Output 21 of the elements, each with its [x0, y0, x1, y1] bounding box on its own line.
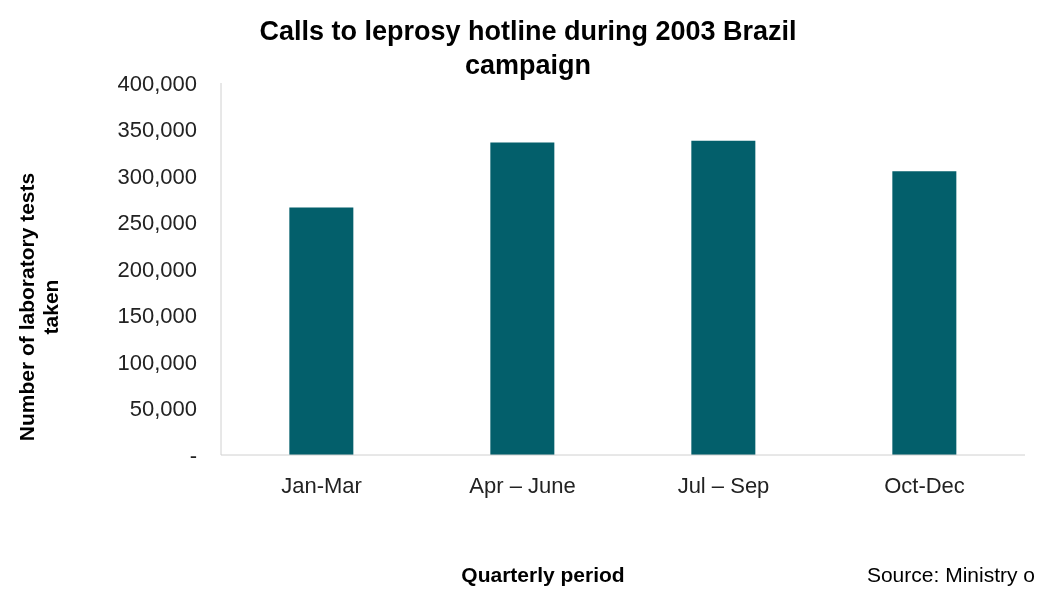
y-tick-label: 150,000: [117, 303, 197, 329]
y-tick-label: 250,000: [117, 210, 197, 236]
y-tick-label: 100,000: [117, 349, 197, 375]
bar: [691, 140, 756, 455]
x-axis-title: Quarterly period: [460, 563, 626, 587]
y-tick-label: -: [189, 442, 197, 468]
x-tick-label: Apr – June: [469, 472, 576, 498]
bar: [289, 207, 354, 455]
y-tick-label: 350,000: [117, 117, 197, 143]
x-tick-label: Jan-Mar: [281, 472, 362, 498]
y-axis-title: Number of laboratory tests taken: [15, 171, 63, 444]
source-note: Source: Ministry o: [866, 563, 1035, 587]
chart-title: Calls to leprosy hotline during 2003 Brazil campaign: [258, 15, 798, 82]
x-tick-label: Jul – Sep: [677, 472, 770, 498]
y-tick-label: 200,000: [117, 256, 197, 282]
bar: [892, 171, 957, 455]
y-tick-label: 400,000: [117, 70, 197, 96]
bar: [490, 142, 555, 455]
y-tick-label: 300,000: [117, 163, 197, 189]
x-tick-label: Oct-Dec: [884, 472, 965, 498]
y-tick-label: 50,000: [129, 396, 197, 422]
